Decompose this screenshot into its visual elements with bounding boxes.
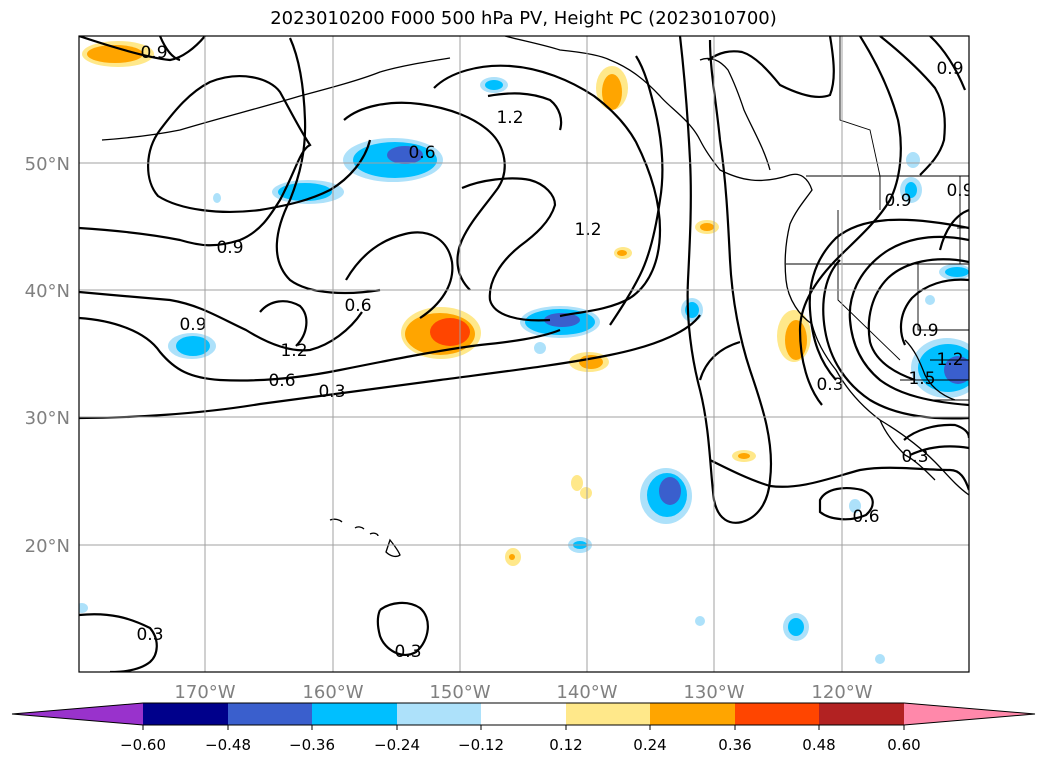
map-layers: 0.9 1.2 0.6 0.9 1.2 0.9 0.6 0.9 1.2 0.6 … <box>79 36 973 672</box>
colorbar-tick-label: −0.48 <box>205 736 251 754</box>
colorbar-extend-min <box>12 703 143 725</box>
contour-label-2: 1.2 <box>496 108 523 128</box>
lon-label-170w: 170°W <box>174 682 235 703</box>
contour-label-12: 0.3 <box>136 625 163 645</box>
colorbar-segment <box>819 703 904 725</box>
lat-label-20n: 20°N <box>25 536 70 557</box>
colorbar-segment <box>228 703 312 725</box>
gridlines <box>79 36 969 672</box>
lon-label-130w: 130°W <box>683 682 744 703</box>
colorbar-tick-label: 0.36 <box>718 736 751 754</box>
height-contours <box>79 36 969 672</box>
contour-label-4: 0.9 <box>216 238 243 258</box>
colorbar-segment <box>650 703 735 725</box>
contour-label-17: 0.3 <box>816 375 843 395</box>
colorbar-tick-label: −0.12 <box>458 736 504 754</box>
contour-label-14: 0.9 <box>946 181 973 201</box>
lon-label-150w: 150°W <box>429 682 490 703</box>
contour-label-6: 0.9 <box>179 315 206 335</box>
lat-label-40n: 40°N <box>25 281 70 302</box>
chart-title: 2023010200 F000 500 hPa PV, Height PC (2… <box>270 8 777 29</box>
colorbar: −0.60 −0.48 −0.36 −0.24 −0.12 0.12 0.24 … <box>11 702 1036 754</box>
lon-label-140w: 140°W <box>556 682 617 703</box>
contour-label-8: 0.9 <box>936 59 963 79</box>
contour-label-20: 1.2 <box>936 350 963 370</box>
lon-label-160w: 160°W <box>302 682 363 703</box>
colorbar-segment <box>397 703 481 725</box>
colorbar-tick-label: −0.24 <box>374 736 420 754</box>
contour-label-18: 0.3 <box>901 447 928 467</box>
coastlines <box>101 36 969 558</box>
colorbar-segment <box>312 703 397 725</box>
contour-label-9: 1.2 <box>280 341 307 361</box>
pv-negative-areas <box>79 77 969 664</box>
colorbar-segment <box>481 703 566 725</box>
colorbar-segment <box>735 703 819 725</box>
lat-label-50n: 50°N <box>25 154 70 175</box>
contour-label-16: 0.9 <box>911 321 938 341</box>
colorbar-segment <box>143 703 228 725</box>
borders <box>786 36 969 401</box>
contour-label-5: 1.2 <box>574 220 601 240</box>
contour-label-layer: 0.9 1.2 0.6 0.9 1.2 0.9 0.6 0.9 1.2 0.6 … <box>136 43 973 662</box>
contour-label-13: 0.3 <box>394 642 421 662</box>
lat-label-30n: 30°N <box>25 408 70 429</box>
lon-label-120w: 120°W <box>811 682 872 703</box>
contour-label-19: 0.6 <box>852 507 879 527</box>
contour-label-15: 0.9 <box>884 191 911 211</box>
colorbar-tick-label: −0.60 <box>120 736 166 754</box>
colorbar-segment <box>566 703 650 725</box>
colorbar-extend-max <box>904 703 1035 725</box>
colorbar-tick-label: 0.48 <box>802 736 835 754</box>
colorbar-tick-label: 0.60 <box>887 736 920 754</box>
colorbar-tick-label: 0.12 <box>549 736 582 754</box>
map-background <box>79 36 969 672</box>
contour-label-10: 0.6 <box>268 371 295 391</box>
contour-label-1: 0.9 <box>140 43 167 63</box>
colorbar-tick-label: −0.36 <box>289 736 335 754</box>
contour-label-7: 0.6 <box>344 296 371 316</box>
contour-label-21: 1.5 <box>908 369 935 389</box>
contour-label-3: 0.6 <box>408 143 435 163</box>
colorbar-tick-label: 0.24 <box>633 736 666 754</box>
map-frame <box>78 35 970 673</box>
contour-label-11: 0.3 <box>318 382 345 402</box>
